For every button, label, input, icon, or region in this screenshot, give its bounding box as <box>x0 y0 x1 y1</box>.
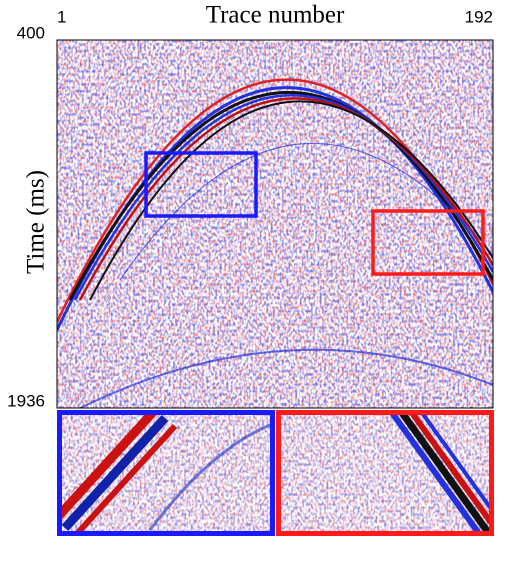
plot-frame <box>56 39 494 409</box>
inset-blue <box>60 413 272 533</box>
seismic-image <box>57 40 493 408</box>
y-tick-label: 1936 <box>7 391 45 410</box>
y-tick-label: 400 <box>17 23 45 42</box>
x-tick-label: 1 <box>57 7 66 26</box>
y-axis-label: Time (ms) <box>23 170 50 274</box>
x-axis-label: Trace number <box>206 2 345 29</box>
inset-red <box>279 413 491 533</box>
x-tick-label: 192 <box>465 7 493 26</box>
